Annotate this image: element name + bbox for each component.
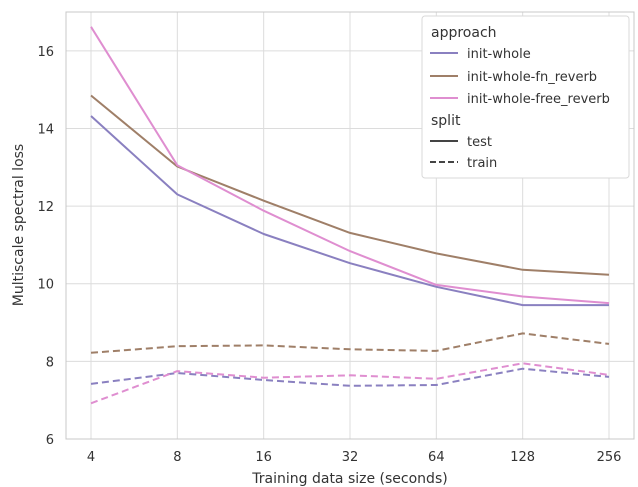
legend-approach-title: approach	[431, 25, 497, 41]
legend-split-title: split	[431, 113, 461, 129]
x-tick-label: 256	[597, 450, 622, 465]
x-tick-label: 64	[428, 450, 445, 465]
series-layer	[90, 26, 610, 405]
x-tick-label: 32	[342, 450, 359, 465]
legend-label-init-whole: init-whole	[467, 47, 531, 62]
plot-frame	[65, 11, 635, 440]
legend-label-train: train	[467, 156, 497, 171]
legend-label-init-whole-free-reverb: init-whole-free_reverb	[467, 92, 610, 107]
y-tick-label: 12	[37, 200, 54, 215]
series-line-init-whole-free-reverb-train	[90, 362, 610, 405]
x-axis-label: Training data size (seconds)	[251, 471, 447, 487]
series-line-init-whole-free-reverb-test	[90, 26, 610, 305]
series-line-init-whole-train	[90, 367, 610, 387]
series-line-init-whole-fn-reverb-test	[90, 94, 610, 276]
y-tick-label: 14	[37, 122, 54, 137]
legend: approach init-whole init-whole-fn_reverb…	[421, 15, 630, 179]
series-line-init-whole-fn-reverb-train	[90, 332, 610, 354]
legend-label-init-whole-fn-reverb: init-whole-fn_reverb	[467, 70, 597, 85]
series-line-init-whole-test	[90, 115, 609, 307]
y-tick-label: 8	[46, 355, 54, 370]
x-tick-label: 4	[87, 450, 95, 465]
x-tick-label: 128	[510, 450, 535, 465]
y-tick-label: 6	[46, 433, 54, 448]
legend-label-test: test	[467, 135, 492, 150]
y-tick-label: 16	[37, 45, 54, 60]
y-tick-label: 10	[37, 278, 54, 293]
x-tick-label: 8	[173, 450, 181, 465]
y-axis-label: Multiscale spectral loss	[11, 144, 27, 306]
tick-labels: 4 8 16 32 64 128 256 6 8 10 12 14 16	[37, 45, 621, 465]
x-tick-label: 16	[255, 450, 272, 465]
legend-box	[421, 15, 630, 179]
